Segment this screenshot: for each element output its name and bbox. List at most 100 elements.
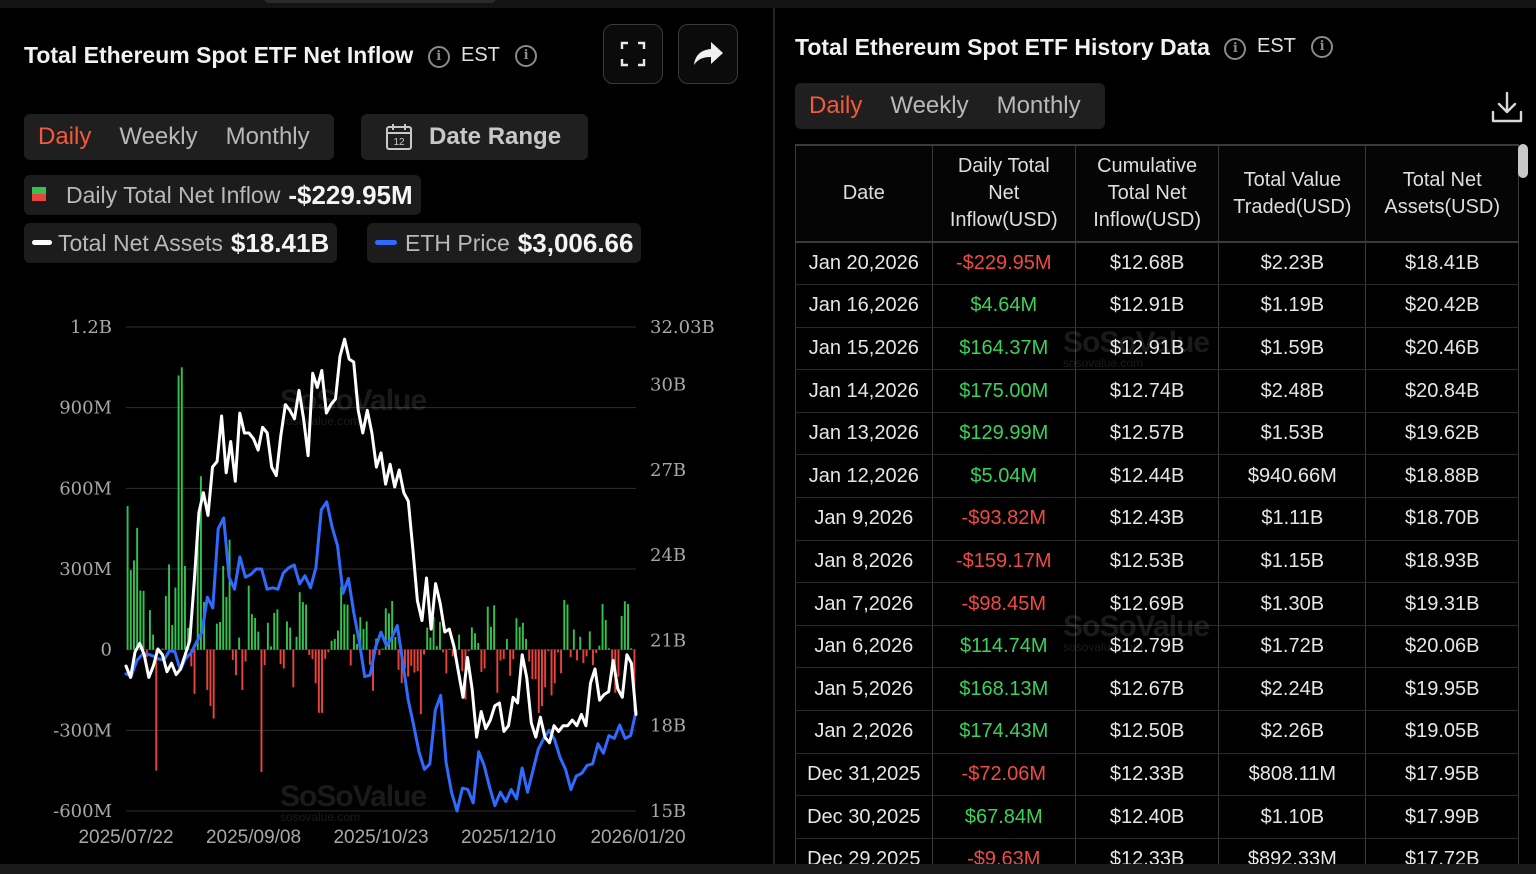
- table-row[interactable]: Jan 15,2026 $164.37M $12.91B $1.59B $20.46B: [795, 327, 1519, 371]
- inflow-bar: [282, 649, 285, 669]
- inflow-bar: [397, 649, 400, 670]
- table-row[interactable]: Jan 14,2026 $175.00M $12.74B $2.48B $20.84B: [795, 369, 1519, 413]
- table-row[interactable]: Jan 7,2026 -$98.45M $12.69B $1.30B $19.31B: [795, 582, 1519, 626]
- cell-value-traded: $2.48B: [1218, 369, 1367, 413]
- cell-cumulative-inflow: $12.40B: [1074, 795, 1220, 839]
- date-range-label: Date Range: [429, 123, 562, 150]
- table-row[interactable]: Jan 13,2026 $129.99M $12.57B $1.53B $19.62B: [795, 412, 1519, 456]
- inflow-bar: [544, 649, 547, 688]
- cell-cumulative-inflow: $12.33B: [1074, 838, 1220, 864]
- info-icon[interactable]: i: [427, 45, 450, 68]
- table-row[interactable]: Jan 2,2026 $174.43M $12.50B $2.26B $19.05B: [795, 710, 1519, 754]
- table-row[interactable]: Jan 9,2026 -$93.82M $12.43B $1.11B $18.70B: [795, 497, 1519, 541]
- tab-weekly[interactable]: Weekly: [890, 92, 969, 119]
- inflow-bar: [333, 638, 336, 650]
- legend-net-inflow[interactable]: Daily Total Net Inflow -$229.95M: [24, 175, 421, 215]
- cell-date: Jan 6,2026: [795, 625, 933, 669]
- inflow-bar: [292, 649, 295, 688]
- cell-net-assets: $17.99B: [1365, 795, 1519, 839]
- cell-value-traded: $2.24B: [1218, 667, 1367, 712]
- table-row[interactable]: Dec 31,2025 -$72.06M $12.33B $808.11M $17.95…: [795, 753, 1519, 797]
- col-header-cumulative-inflow[interactable]: Cumulative Total Net Inflow(USD): [1074, 144, 1220, 243]
- tab-daily[interactable]: Daily: [38, 123, 92, 150]
- tab-daily[interactable]: Daily: [809, 92, 863, 119]
- fullscreen-button[interactable]: [603, 24, 663, 84]
- inflow-bar: [509, 649, 512, 676]
- inflow-bar: [276, 609, 279, 650]
- cell-cumulative-inflow: $12.44B: [1074, 454, 1220, 499]
- cell-cumulative-inflow: $12.53B: [1074, 540, 1220, 584]
- inflow-bar: [219, 621, 221, 650]
- cell-date: Jan 14,2026: [795, 369, 933, 413]
- inflow-period-tabs: Daily Weekly Monthly: [24, 114, 334, 160]
- cell-daily-inflow: $164.37M: [931, 327, 1076, 371]
- col-header-net-assets[interactable]: Total Net Assets(USD): [1365, 144, 1519, 243]
- browser-top-strip: [0, 0, 1536, 8]
- inflow-bar: [238, 637, 241, 650]
- table-row[interactable]: Jan 8,2026 -$159.17M $12.53B $1.15B $18.93B: [795, 540, 1519, 584]
- table-row[interactable]: Jan 6,2026 $114.74M $12.79B $1.72B $20.06B: [795, 625, 1519, 669]
- tab-monthly[interactable]: Monthly: [225, 123, 310, 150]
- inflow-bar: [228, 539, 231, 650]
- inflow-bar: [531, 649, 534, 680]
- col-header-value-traded[interactable]: Total Value Traded(USD): [1218, 144, 1367, 243]
- inflow-bar: [152, 634, 155, 650]
- cell-value-traded: $1.15B: [1218, 540, 1367, 584]
- history-table-body: Jan 20,2026 -$229.95M $12.68B $2.23B $18.41B…: [795, 241, 1519, 864]
- inflow-bar: [343, 604, 346, 650]
- inflow-legend-value: -$229.95M: [288, 179, 413, 210]
- table-row[interactable]: Jan 20,2026 -$229.95M $12.68B $2.23B $18.41B: [795, 241, 1519, 286]
- col-header-daily-inflow[interactable]: Daily Total Net Inflow(USD): [931, 144, 1076, 243]
- inflow-bar: [384, 608, 387, 650]
- date-range-button[interactable]: 12 Date Range: [361, 114, 588, 160]
- inflow-title-text: Total Ethereum Spot ETF Net Inflow: [24, 42, 414, 68]
- history-timezone-info-icon[interactable]: i: [1311, 35, 1334, 58]
- col-header-date[interactable]: Date: [795, 144, 933, 243]
- net-inflow-chart[interactable]: 1.2B 900M 600M 300M 0 -300M -600M 32.03B 30B 27B 2…: [40, 305, 730, 850]
- inflow-bar: [142, 590, 145, 650]
- table-row[interactable]: Dec 29,2025 -$9.63M $12.33B $892.33M $17.72B: [795, 838, 1519, 864]
- history-period-tabs: Daily Weekly Monthly: [795, 83, 1105, 129]
- info-icon[interactable]: i: [1224, 37, 1247, 60]
- inflow-legend-swatch-icon: [32, 187, 46, 201]
- inflow-bar: [161, 648, 164, 650]
- inflow-bar: [588, 631, 591, 650]
- history-title-text: Total Ethereum Spot ETF History Data: [795, 34, 1210, 60]
- inflow-bar: [359, 617, 362, 650]
- tab-monthly[interactable]: Monthly: [996, 92, 1081, 119]
- cell-cumulative-inflow: $12.91B: [1074, 327, 1220, 371]
- inflow-bar: [260, 649, 263, 773]
- timezone-info-icon[interactable]: i: [515, 44, 538, 67]
- inflow-bar: [521, 622, 524, 650]
- inflow-bar: [257, 631, 260, 650]
- table-row[interactable]: Dec 30,2025 $67.84M $12.40B $1.10B $17.99B: [795, 795, 1519, 839]
- inflow-bar: [582, 649, 585, 664]
- inflow-bar: [136, 527, 139, 650]
- table-scrollbar[interactable]: [1518, 144, 1528, 178]
- inflow-bar: [362, 628, 365, 650]
- legend-eth-price[interactable]: ETH Price $3,006.66: [367, 223, 642, 263]
- download-button[interactable]: [1490, 90, 1524, 129]
- cell-date: Jan 2,2026: [795, 710, 933, 754]
- inflow-bar: [139, 590, 142, 650]
- cell-daily-inflow: $175.00M: [931, 369, 1076, 413]
- inflow-bar: [388, 613, 390, 650]
- inflow-bar: [525, 638, 527, 650]
- x-tick-label: 2025/10/23: [333, 827, 428, 848]
- inflow-bar: [445, 649, 448, 674]
- cell-value-traded: $1.53B: [1218, 412, 1367, 456]
- inflow-bar: [617, 649, 620, 677]
- table-row[interactable]: Jan 16,2026 $4.64M $12.91B $1.19B $20.42B: [795, 284, 1519, 328]
- history-table-container[interactable]: Date Daily Total Net Inflow(USD) Cumulat…: [795, 144, 1519, 864]
- inflow-bar: [601, 603, 604, 650]
- legend-total-net-assets[interactable]: Total Net Assets $18.41B: [24, 223, 338, 263]
- inflow-bar: [442, 649, 445, 653]
- inflow-legend-label: Daily Total Net Inflow: [66, 181, 281, 208]
- table-row[interactable]: Jan 12,2026 $5.04M $12.44B $940.66M $18.88B: [795, 454, 1519, 499]
- table-row[interactable]: Jan 5,2026 $168.13M $12.67B $2.24B $19.95B: [795, 667, 1519, 712]
- inflow-bar: [340, 586, 343, 650]
- share-button[interactable]: [678, 24, 738, 84]
- inflow-bar: [180, 367, 183, 650]
- inflow-bar: [537, 649, 540, 713]
- tab-weekly[interactable]: Weekly: [119, 123, 198, 150]
